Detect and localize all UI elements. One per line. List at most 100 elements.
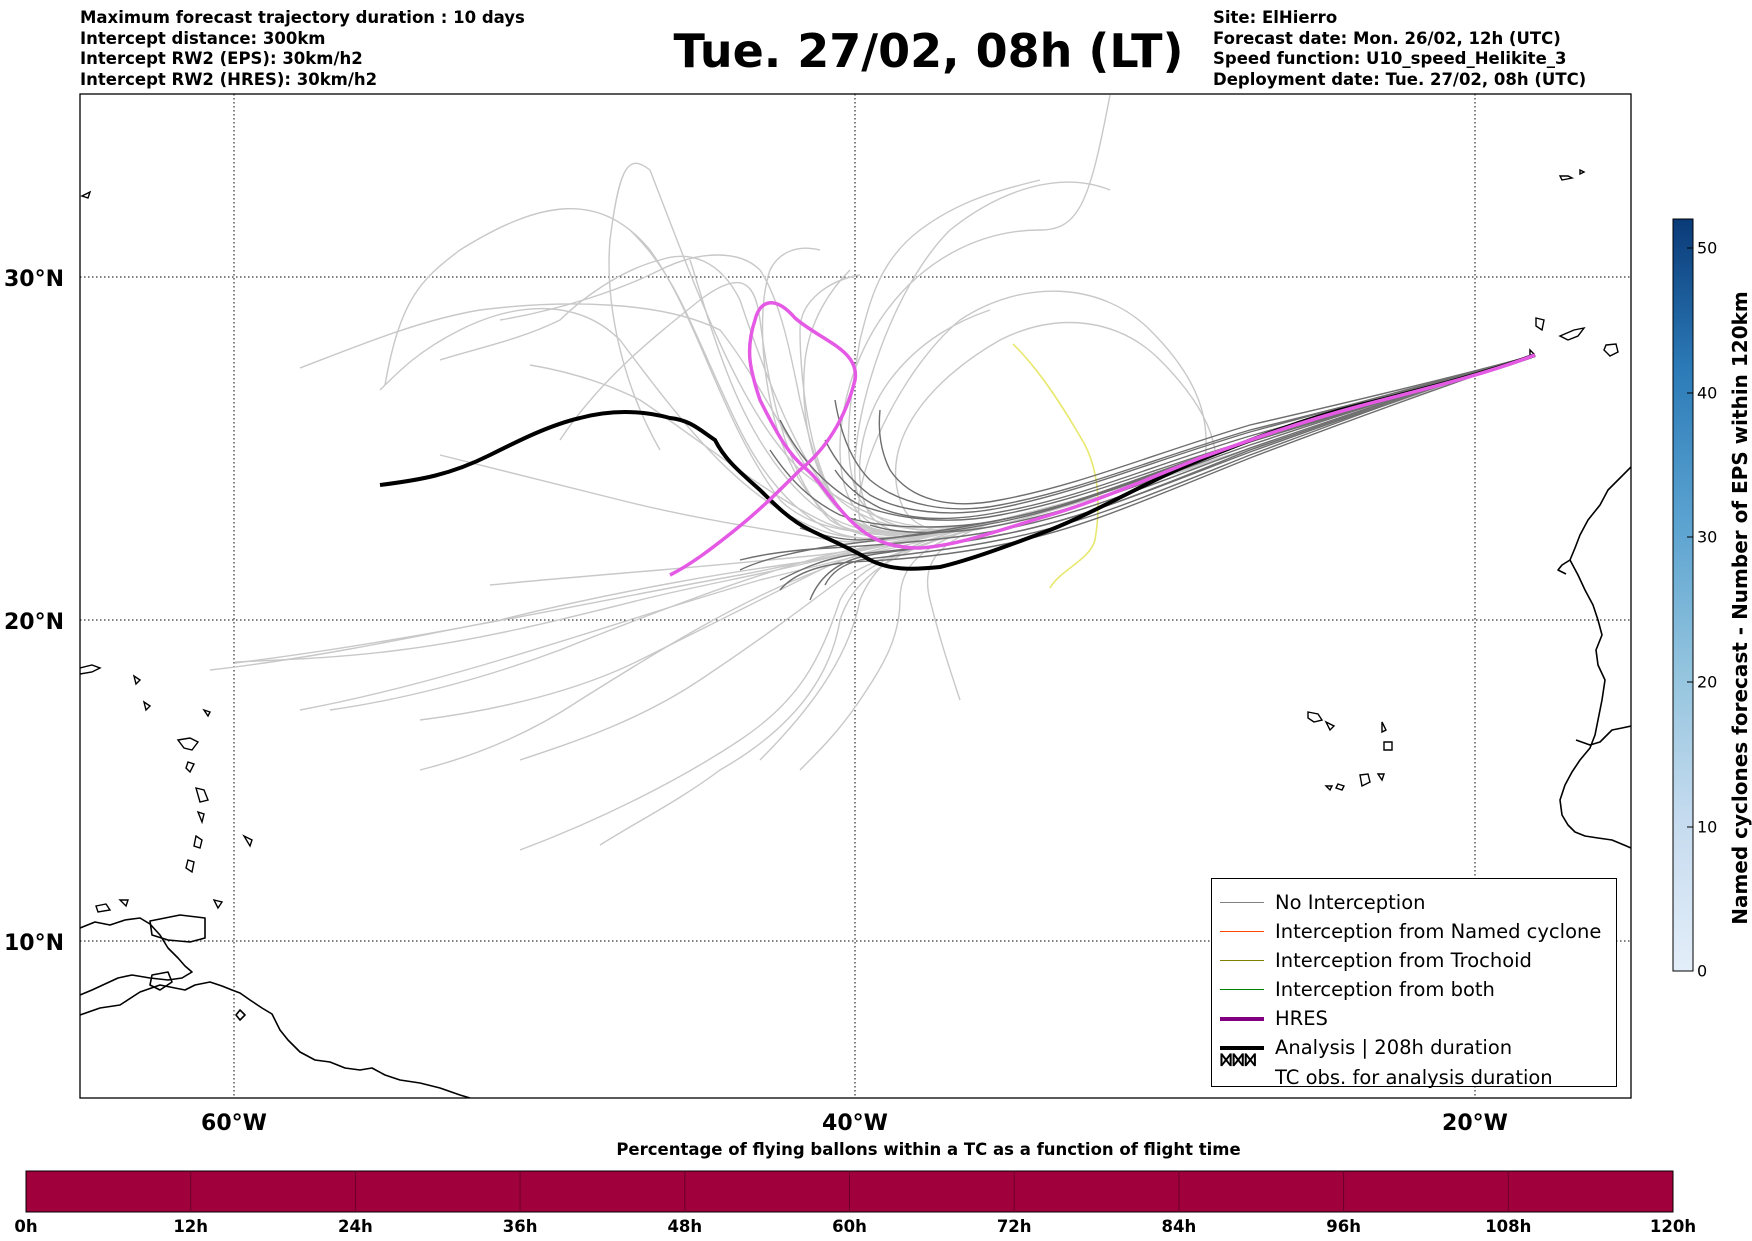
- time-tick-label: 0h: [14, 1217, 38, 1236]
- island-cape-verde-2: [1324, 720, 1336, 732]
- colorbar-tick-label: 20: [1697, 672, 1718, 692]
- vertical-colorbar-ticks: [1687, 247, 1693, 972]
- island-antilles-12: [95, 903, 112, 913]
- coast-margarita: [149, 914, 206, 943]
- legend-label: Interception from both: [1275, 978, 1495, 1001]
- island-canary-2: [1558, 326, 1586, 341]
- info-speed-function: Speed function: U10_speed_Helikite_3: [1213, 49, 1567, 68]
- legend-label: Interception from Named cyclone: [1275, 920, 1602, 943]
- lat-label: 20°N: [4, 610, 64, 635]
- colorbar-tick-label: 10: [1697, 817, 1718, 837]
- lat-label: 30°N: [4, 267, 64, 292]
- time-tick-label: 48h: [667, 1217, 703, 1236]
- island-madeira-2: [1579, 168, 1586, 176]
- island-antilles-3: [142, 700, 152, 712]
- info-intercept-eps: Intercept RW2 (EPS): 30km/h2: [80, 49, 363, 68]
- island-cape-verde-1: [1307, 711, 1324, 723]
- legend-swatch: [1220, 931, 1264, 932]
- island-cape-verde-3: [1381, 721, 1387, 734]
- lat-axis-labels: 30°N 20°N 10°N: [4, 267, 64, 956]
- island-cape-verde-7: [1335, 783, 1345, 791]
- legend-swatch: [1220, 960, 1264, 961]
- info-max-duration: Maximum forecast trajectory duration : 1…: [80, 8, 525, 27]
- coastlines: [80, 466, 1631, 1098]
- lon-axis-labels: 60°W 40°W 20°W: [201, 1111, 1508, 1136]
- time-tick-label: 36h: [502, 1217, 538, 1236]
- island-antilles-1: [80, 664, 102, 675]
- legend-label: HRES: [1275, 1007, 1328, 1030]
- run-info-left: Maximum forecast trajectory duration : 1…: [80, 8, 525, 90]
- island-antilles-11: [202, 708, 211, 718]
- island-madeira: [1558, 175, 1575, 181]
- legend-label: Interception from Trochoid: [1275, 949, 1532, 972]
- legend-label: No Interception: [1275, 891, 1426, 914]
- coast-venezuela-west: [80, 917, 193, 996]
- island-antilles-10: [242, 834, 253, 848]
- lat-label: 10°N: [4, 931, 64, 956]
- info-intercept-hres: Intercept RW2 (HRES): 30km/h2: [80, 69, 378, 89]
- time-tick-label: 60h: [832, 1217, 867, 1236]
- island-antilles-8: [193, 834, 203, 849]
- island-cape-verde-8: [1324, 785, 1334, 792]
- time-tick-label: 108h: [1485, 1217, 1532, 1236]
- island-antilles-2: [132, 674, 142, 686]
- colorbar-title: Named cyclones forecast - Number of EPS …: [1728, 291, 1752, 925]
- eps-track: [489, 354, 1536, 586]
- island-antilles-5: [185, 761, 195, 774]
- coast-gambia: [1575, 725, 1631, 746]
- info-site: Site: ElHierro: [1213, 8, 1338, 27]
- info-deployment-date: Deployment date: Tue. 27/02, 08h (UTC): [1213, 69, 1587, 89]
- coast-west-africa: [1559, 466, 1631, 849]
- map-legend: No Interception Interception from Named …: [1211, 878, 1617, 1089]
- coast-tobago: [235, 1009, 246, 1021]
- run-info-right: Site: ElHierro Forecast date: Mon. 26/02…: [1213, 8, 1586, 90]
- coast-south-america: [80, 981, 471, 1098]
- island-cape-verde-5: [1359, 773, 1371, 788]
- legend-label: TC obs. for analysis duration: [1275, 1066, 1553, 1089]
- no-interception-track: [824, 354, 1536, 514]
- lon-label: 60°W: [201, 1111, 267, 1136]
- legend-swatch: [1220, 1045, 1264, 1050]
- legend-swatch: [1220, 902, 1264, 903]
- island-cape-verde-4: [1383, 741, 1393, 751]
- colorbar-tick-label: 40: [1697, 383, 1718, 403]
- no-interception-track: [779, 354, 1536, 591]
- info-forecast-date: Forecast date: Mon. 26/02, 12h (UTC): [1213, 28, 1561, 48]
- island-antilles-13: [118, 899, 129, 908]
- hres-track: [669, 301, 1536, 577]
- time-tick-label: 24h: [338, 1217, 373, 1236]
- horizontal-colorbar-grid: [190, 1171, 1509, 1212]
- info-intercept-distance: Intercept distance: 300km: [80, 28, 326, 48]
- island-cape-verde-6: [1376, 773, 1385, 782]
- no-interception-track: [809, 354, 1536, 601]
- colorbar-tick-label: 50: [1697, 238, 1718, 258]
- island-antilles-15: [80, 190, 92, 199]
- island-canary-1: [1535, 317, 1545, 332]
- island-antilles-14: [212, 898, 224, 910]
- legend-swatch: [1220, 989, 1264, 990]
- island-antilles-4: [176, 737, 200, 751]
- legend-label: Analysis | 208h duration: [1275, 1036, 1513, 1059]
- no-interception-track: [739, 354, 1536, 561]
- map-title: Tue. 27/02, 08h (LT): [673, 24, 1184, 78]
- lon-label: 40°W: [822, 1111, 888, 1136]
- island-canary-3: [1603, 343, 1619, 357]
- time-tick-label: 72h: [996, 1217, 1032, 1236]
- time-tick-label: 84h: [1161, 1217, 1197, 1236]
- colorbar-tick-label: 0: [1697, 961, 1708, 981]
- no-interception-track: [878, 354, 1536, 505]
- island-antilles-6: [194, 787, 209, 803]
- legend-swatch: [1220, 1016, 1264, 1021]
- tc-percentage-title: Percentage of flying ballons within a TC…: [616, 1140, 1241, 1159]
- named-cyclones-colorbar: [1672, 218, 1694, 972]
- island-antilles-7: [196, 810, 205, 825]
- tc-symbol-icon: ᢂᢂᢂ: [1220, 1051, 1257, 1072]
- yellow-track: [1012, 343, 1099, 589]
- coast-trinidad: [149, 971, 173, 991]
- time-tick-label: 12h: [173, 1217, 209, 1236]
- coast-africa-bulge: [1557, 559, 1571, 575]
- time-tick-label: 96h: [1326, 1217, 1361, 1236]
- lon-label: 20°W: [1442, 1111, 1508, 1136]
- island-antilles-9: [185, 859, 195, 874]
